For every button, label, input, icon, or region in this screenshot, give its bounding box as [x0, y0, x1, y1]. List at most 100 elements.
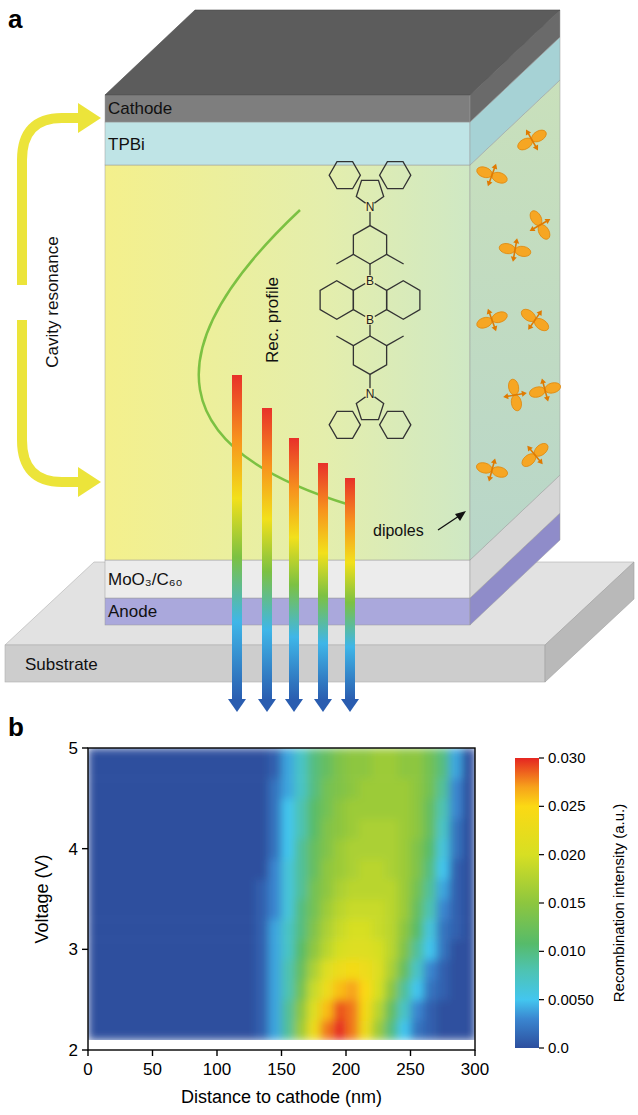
dipole [515, 301, 555, 339]
heat-cell [449, 1000, 463, 1021]
heat-cell [282, 1000, 296, 1021]
heat-cell [153, 939, 218, 960]
heat-cell [372, 1020, 386, 1041]
heat-cell [423, 919, 437, 940]
ring [387, 281, 420, 319]
y-tick [82, 949, 88, 950]
heat-cell [411, 899, 425, 920]
x-tick-label: 100 [203, 1060, 231, 1079]
dipole-head [485, 308, 492, 315]
heat-cell [269, 1020, 283, 1041]
dipole-axis [528, 132, 537, 148]
heat-cell [346, 859, 360, 880]
heat-cell [307, 899, 321, 920]
heat-cell [385, 939, 399, 960]
y-axis-title: Voltage (V) [32, 854, 52, 943]
heat-cell [256, 879, 270, 900]
x-tick [281, 1050, 282, 1056]
heat-cell [346, 1000, 360, 1021]
heat-cell [462, 959, 475, 980]
heat-cell [436, 818, 450, 839]
atom-label: B [366, 313, 374, 327]
heat-cell [359, 839, 373, 860]
layer-label: TPBi [108, 135, 145, 154]
heat-cell [294, 1000, 308, 1021]
heat-cell [385, 980, 399, 1001]
heat-cell [269, 798, 283, 819]
heat-cell [359, 899, 373, 920]
colorbar-tick-label: 0.0050 [548, 991, 594, 1008]
heat-cell [385, 748, 399, 779]
dipole-head [545, 216, 552, 224]
heat-cell [359, 1000, 373, 1021]
heat-cell [217, 1000, 256, 1021]
x-tick [152, 1050, 153, 1056]
dipole [500, 377, 529, 413]
emission-arrowhead [314, 699, 332, 712]
heat-cell [411, 859, 425, 880]
panel-label: b [8, 712, 24, 742]
substrate-front [5, 645, 545, 682]
heat-cell [359, 959, 373, 980]
x-tick-label: 300 [461, 1060, 489, 1079]
figure: aCavity resonanceRec. profileNBBNCathode… [0, 0, 638, 1115]
y-tick [82, 747, 88, 748]
heat-cell [333, 1000, 347, 1021]
heat-cell [269, 959, 283, 980]
cathode-top [105, 10, 560, 95]
heat-cell [88, 1000, 153, 1021]
bond [387, 254, 404, 264]
heat-cell [320, 919, 334, 940]
heat-cell [462, 879, 475, 900]
x-tick [474, 1050, 475, 1056]
heat-cell [294, 748, 308, 779]
heat-cell [359, 980, 373, 1001]
heat-cell [217, 1020, 256, 1041]
emission-arrowhead [285, 699, 303, 712]
heat-cell [346, 939, 360, 960]
heat-cell [398, 1000, 412, 1021]
heat-cell [217, 939, 256, 960]
heat-cell [307, 879, 321, 900]
heat-cell [385, 798, 399, 819]
dipole-axis [489, 312, 495, 329]
colorbar-tick [539, 902, 544, 903]
htl-layer [105, 560, 470, 598]
heat-cell [320, 899, 334, 920]
heat-cell [153, 879, 218, 900]
heat-cell [398, 1020, 412, 1041]
heat-cell [372, 879, 386, 900]
heat-cell [372, 899, 386, 920]
heat-cell [411, 839, 425, 860]
heat-cell [398, 839, 412, 860]
heat-cell [372, 1000, 386, 1021]
heat-cell [282, 1020, 296, 1041]
heat-cell [359, 778, 373, 799]
dipole-head [485, 181, 492, 188]
cells [88, 748, 475, 1041]
heat-cell [256, 1000, 270, 1021]
heat-cell [372, 939, 386, 960]
heat-cell [333, 818, 347, 839]
heat-cell [153, 1000, 218, 1021]
dipole-head [539, 378, 546, 384]
dipole-head [492, 326, 499, 333]
dipole [526, 374, 563, 405]
heat-cell [436, 959, 450, 980]
heat-cell [423, 899, 437, 920]
heat-cell [449, 899, 463, 920]
colorbar-tick-label: 0.020 [548, 846, 586, 863]
heat-cell [217, 919, 256, 940]
heat-cell [385, 919, 399, 940]
dipoles [473, 122, 564, 486]
heat-cell [153, 1020, 218, 1041]
heat-cell [153, 798, 218, 819]
heat-cell [256, 1020, 270, 1041]
heat-cell [449, 879, 463, 900]
heat-cell [449, 748, 463, 779]
heat-cell [333, 959, 347, 980]
atom-label: N [366, 200, 375, 214]
heat-cell [307, 919, 321, 940]
heat-cell [294, 839, 308, 860]
heat-cell [346, 839, 360, 860]
